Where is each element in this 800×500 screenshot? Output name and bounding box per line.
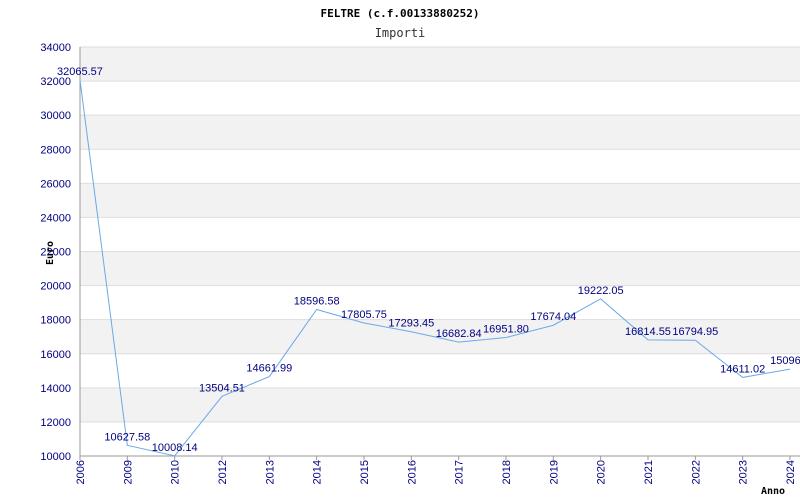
y-tick-label: 22000: [40, 247, 71, 259]
data-label: 19222.05: [578, 285, 624, 297]
y-tick-label: 30000: [40, 110, 71, 122]
plot-band: [80, 421, 800, 456]
plot-band: [80, 319, 800, 354]
y-tick-label: 12000: [40, 417, 71, 429]
data-label: 14611.02: [720, 363, 765, 375]
data-label: 10008.14: [152, 442, 198, 454]
x-tick-label: 2014: [312, 460, 324, 484]
data-label: 16682.84: [436, 328, 482, 340]
plot-band: [80, 217, 800, 252]
plot-band: [80, 387, 800, 422]
plot-band: [80, 81, 800, 116]
data-label: 14661.99: [246, 363, 292, 375]
data-label: 17805.75: [341, 309, 387, 321]
series-line: [79, 79, 791, 457]
plot-background-bands: [80, 47, 800, 456]
data-label: 18596.58: [294, 295, 340, 307]
data-label: 17674.04: [530, 311, 576, 323]
y-tick-label: 32000: [40, 76, 71, 88]
plot-band: [80, 285, 800, 320]
y-axis-label: Euro: [45, 241, 56, 265]
x-tick-label: 2019: [548, 460, 560, 484]
x-tick-label: 2021: [643, 460, 655, 484]
x-tick-label: 2018: [501, 460, 513, 484]
x-tick-marks: [79, 456, 791, 460]
y-tick-label: 20000: [40, 281, 71, 293]
plot-band: [80, 251, 800, 286]
x-tick-label: 2023: [738, 460, 750, 484]
data-label: 17293.45: [388, 318, 434, 330]
y-tick-label: 24000: [40, 212, 71, 224]
y-tick-labels: 10000 12000 14000 16000 18000 20000 22000 24000…: [40, 42, 71, 463]
y-tick-label: 16000: [40, 349, 71, 361]
data-label: 16814.55: [625, 326, 671, 338]
y-tick-label: 26000: [40, 178, 71, 190]
x-tick-label: 2012: [217, 460, 229, 484]
plot-band: [80, 115, 800, 150]
x-tick-label: 2020: [596, 460, 608, 484]
x-tick-label: 2024: [785, 460, 797, 484]
data-label: 16951.80: [483, 324, 529, 336]
x-tick-label: 2013: [264, 460, 276, 484]
y-tick-label: 34000: [40, 42, 71, 54]
data-label: 13504.51: [199, 382, 245, 394]
data-label: 10627.58: [104, 431, 150, 443]
y-tick-label: 18000: [40, 315, 71, 327]
x-tick-label: 2017: [454, 460, 466, 484]
x-tick-label: 2009: [122, 460, 134, 484]
y-tick-label: 28000: [40, 144, 71, 156]
plot-band: [80, 183, 800, 218]
y-tick-label: 14000: [40, 383, 71, 395]
data-label: 32065.57: [57, 66, 103, 78]
plot-band: [80, 47, 800, 82]
x-axis-label: Anno: [761, 486, 785, 497]
x-tick-label: 2010: [170, 460, 182, 484]
chart-subtitle: Importi: [375, 26, 426, 40]
x-tick-label: 2022: [690, 460, 702, 484]
plot-band: [80, 149, 800, 184]
x-tick-label: 2015: [359, 460, 371, 484]
y-tick-label: 10000: [40, 451, 71, 463]
x-tick-labels: 2006 2009 2010 2012 2013 2014 2015 2016 2017 2018…: [75, 460, 797, 484]
chart-title: FELTRE (c.f.00133880252): [321, 7, 480, 20]
data-label: 15096.2: [770, 355, 800, 367]
plot-band: [80, 353, 800, 388]
x-tick-label: 2006: [75, 460, 87, 484]
x-tick-label: 2016: [406, 460, 418, 484]
data-label: 16794.95: [672, 326, 718, 338]
